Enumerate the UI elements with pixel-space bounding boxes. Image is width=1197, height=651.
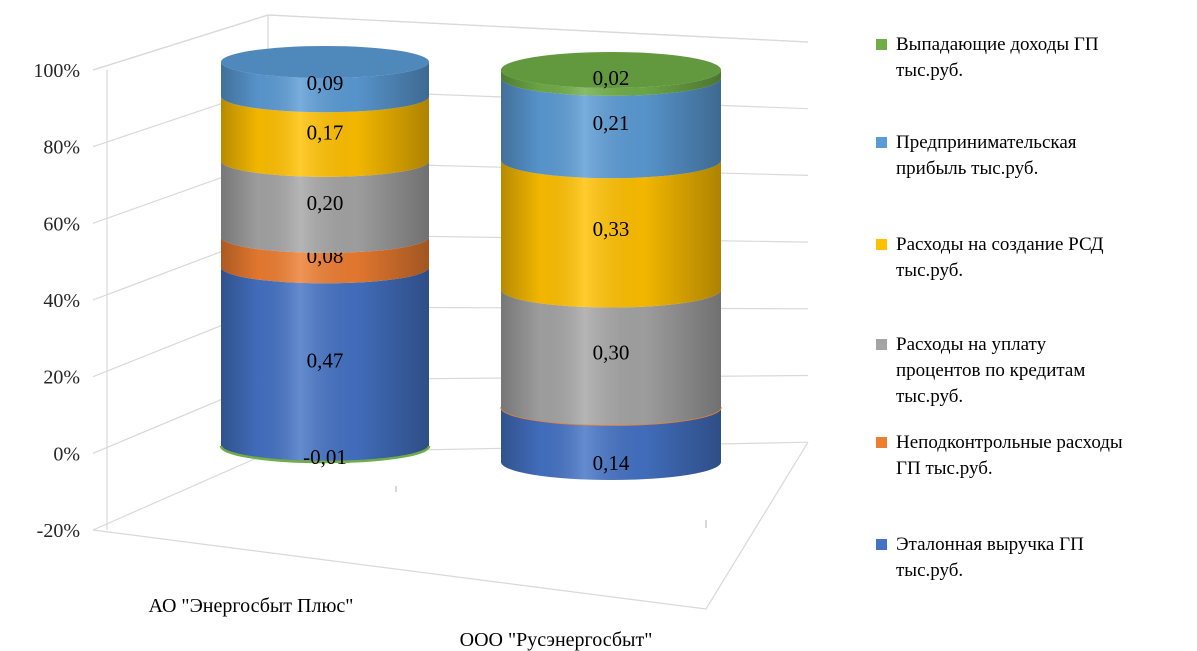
legend-swatch xyxy=(876,39,887,50)
legend-swatch xyxy=(876,437,887,448)
data-label: 0,20 xyxy=(307,191,344,215)
bar-segment-shading xyxy=(501,289,721,426)
bar-segment-negative xyxy=(219,445,431,464)
bar-segment-shading xyxy=(221,96,429,177)
bar-top-cap-shade xyxy=(221,46,429,78)
data-label: 0,14 xyxy=(593,451,630,475)
x-axis: АО "Энергосбыт Плюс" ООО "Русэнергосбыт" xyxy=(149,595,653,651)
legend-label: Неподконтрольные расходы ГП тыс.руб. xyxy=(896,432,1123,479)
y-tick-label: 40% xyxy=(43,290,80,312)
bar-stack-0: 0,470,080,200,17-0,010,09 xyxy=(219,46,431,469)
data-label: 0,02 xyxy=(593,66,630,90)
y-tick-label: 0% xyxy=(53,443,80,465)
y-tick-label: 100% xyxy=(33,60,80,82)
bar-segment-shading xyxy=(501,407,721,480)
legend-label: Выпадающие доходы ГП тыс.руб. xyxy=(896,34,1099,81)
data-label: 0,17 xyxy=(307,121,344,145)
y-axis: 100% 80% 60% 40% 20% 0% -20% xyxy=(33,60,108,542)
bar-top-cap xyxy=(501,52,721,88)
legend-label: Расходы на уплату процентов по кредитам … xyxy=(896,334,1086,407)
x-category-label: АО "Энергосбыт Плюс" xyxy=(149,595,354,617)
bar-top-cap xyxy=(221,46,429,78)
x-category-label: ООО "Русэнергосбыт" xyxy=(460,629,653,651)
bar-top-cap-shade xyxy=(501,52,721,88)
legend-label: Предпринимательская прибыль тыс.руб. xyxy=(896,132,1077,179)
legend-swatch xyxy=(876,539,887,550)
legend-label: Эталонная выручка ГП тыс.руб. xyxy=(896,534,1084,581)
gridline xyxy=(92,14,809,71)
bar-stack-1: 0,140,000,300,330,210,02 xyxy=(500,52,722,480)
data-label: 0,30 xyxy=(593,340,630,364)
y-tick-label: 80% xyxy=(43,137,80,159)
bar-segment-shading xyxy=(221,160,429,253)
data-label: 0,09 xyxy=(307,71,344,95)
bar-segment-shading xyxy=(221,267,429,462)
bar-segment-shading xyxy=(501,160,721,308)
data-label: 0,21 xyxy=(593,111,630,135)
legend-swatch xyxy=(876,239,887,250)
data-label: -0,01 xyxy=(303,445,347,469)
plot-area: 0,470,080,200,17-0,010,090,140,000,300,3… xyxy=(219,46,722,480)
legend-swatch xyxy=(876,137,887,148)
data-label: 0,47 xyxy=(307,349,344,373)
y-tick-label: 20% xyxy=(43,367,80,389)
bar-segment-shading xyxy=(221,62,429,113)
y-tick-label: 60% xyxy=(43,213,80,235)
bar-segment-shading xyxy=(221,236,429,284)
legend-label: Расходы на создание РСД тыс.руб. xyxy=(896,234,1104,281)
bar-segment-shading xyxy=(501,70,721,96)
legend-swatch xyxy=(876,339,887,350)
y-tick-label: -20% xyxy=(37,520,80,542)
bar-segment-shading xyxy=(501,77,721,179)
floor-edge xyxy=(92,441,809,610)
data-label: 0,33 xyxy=(593,217,630,241)
